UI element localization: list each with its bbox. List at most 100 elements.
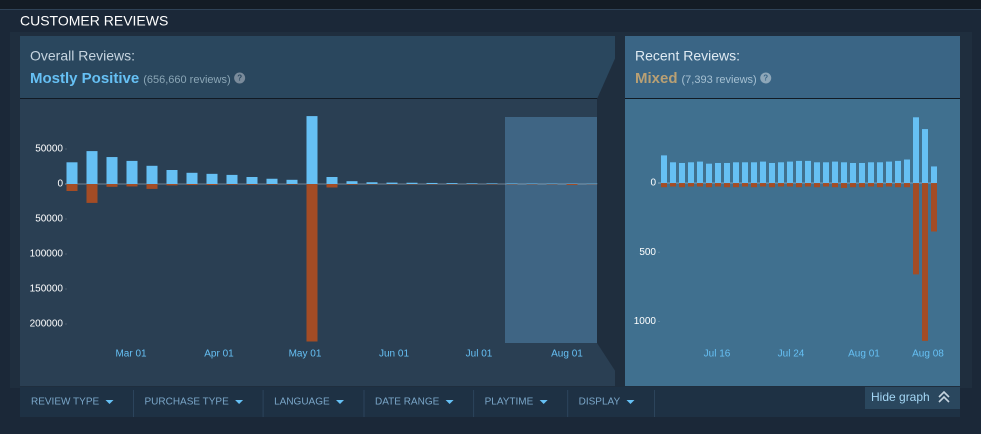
bar [406, 182, 418, 184]
y-tick-label: 50000 [35, 214, 63, 225]
bar [769, 162, 775, 184]
bar [688, 162, 694, 184]
bar [886, 183, 892, 187]
x-tick-label: Aug 01 [551, 349, 583, 360]
filter-label[interactable]: LANGUAGE [274, 397, 330, 408]
bar [166, 184, 178, 186]
y-tick-label: 50000 [35, 144, 63, 155]
bar [386, 182, 398, 184]
top-strip [0, 0, 981, 9]
bar [760, 161, 766, 184]
y-tick-label: 100000 [30, 249, 64, 260]
bar [760, 183, 766, 187]
overall-count: (656,660 reviews) [143, 74, 230, 86]
bar [670, 162, 676, 184]
bar [186, 172, 198, 184]
bar [841, 183, 847, 188]
filter-label[interactable]: PURCHASE TYPE [144, 397, 229, 408]
filter-bar [20, 387, 960, 417]
help-icon[interactable] [234, 72, 246, 84]
bar [446, 183, 458, 184]
collapse-icon[interactable] [938, 390, 950, 403]
help-icon[interactable] [760, 72, 772, 84]
x-tick-label: Jun 01 [379, 349, 409, 360]
x-tick-label: Aug 01 [848, 349, 880, 360]
recent-range-highlight [505, 117, 597, 343]
bar [859, 162, 865, 184]
bar [877, 162, 883, 184]
bar [904, 183, 910, 188]
y-tick-label: 200000 [30, 319, 64, 330]
bar [715, 162, 721, 184]
hide-graph-text[interactable]: Hide graph [871, 390, 930, 404]
bar [86, 151, 98, 184]
bar [913, 183, 919, 275]
bar [922, 129, 928, 184]
bar [913, 117, 919, 184]
bar [346, 184, 358, 185]
bar [877, 183, 883, 188]
dropdown-arrow [445, 400, 454, 404]
bar [506, 183, 518, 184]
bar [86, 184, 98, 203]
bar [841, 162, 847, 184]
bar [697, 183, 703, 187]
section-title: CUSTOMER REVIEWS [20, 13, 168, 29]
bar [868, 162, 874, 184]
bar [778, 183, 784, 187]
recent-label: Recent Reviews: [635, 48, 740, 64]
dropdown-arrow [336, 400, 345, 404]
bar [661, 183, 667, 188]
bar [426, 182, 438, 184]
bar [246, 177, 258, 184]
bar [895, 160, 901, 184]
bar [286, 179, 298, 184]
bar [904, 159, 910, 184]
help-mark[interactable]: ? [237, 74, 242, 83]
hide-graph-button[interactable] [865, 387, 960, 409]
bar [306, 184, 318, 342]
bar [724, 162, 730, 184]
dropdown-arrow [626, 400, 635, 404]
bar [66, 162, 78, 184]
y-tick-label: 0 [57, 179, 63, 190]
bar [742, 183, 748, 187]
bar [466, 183, 478, 184]
filter-label[interactable]: DISPLAY [579, 397, 621, 408]
bar [796, 160, 802, 184]
range-connector [597, 36, 625, 386]
bar [206, 173, 218, 184]
x-tick-label: Jul 16 [704, 349, 731, 360]
filter-label[interactable]: DATE RANGE [375, 397, 440, 408]
bar [697, 161, 703, 184]
bar [733, 183, 739, 188]
bar [106, 157, 118, 184]
filters: REVIEW TYPE PURCHASE TYPE LANGUAGE DATE RAN… [31, 390, 655, 417]
bar [796, 183, 802, 188]
y-tick-label: 150000 [30, 284, 64, 295]
bar [661, 155, 667, 184]
bar [886, 161, 892, 184]
x-tick-label: Apr 01 [204, 349, 234, 360]
bar [126, 184, 138, 187]
help-mark[interactable]: ? [763, 74, 768, 83]
bar [226, 174, 238, 184]
bar [787, 161, 793, 184]
filter-label[interactable]: REVIEW TYPE [31, 397, 99, 408]
bar [850, 183, 856, 188]
bar [778, 162, 784, 184]
filter-label[interactable]: PLAYTIME [485, 397, 534, 408]
bar [688, 183, 694, 187]
bar [706, 183, 712, 188]
dropdown-arrow [235, 400, 244, 404]
overall-header [20, 36, 615, 98]
recent-chart-bg [625, 98, 960, 386]
dropdown-arrow [539, 400, 548, 404]
bar [850, 162, 856, 184]
bar [787, 183, 793, 187]
bar [126, 160, 138, 184]
bar [832, 183, 838, 188]
recent-summary: Mixed [635, 70, 678, 87]
bar [724, 183, 730, 188]
